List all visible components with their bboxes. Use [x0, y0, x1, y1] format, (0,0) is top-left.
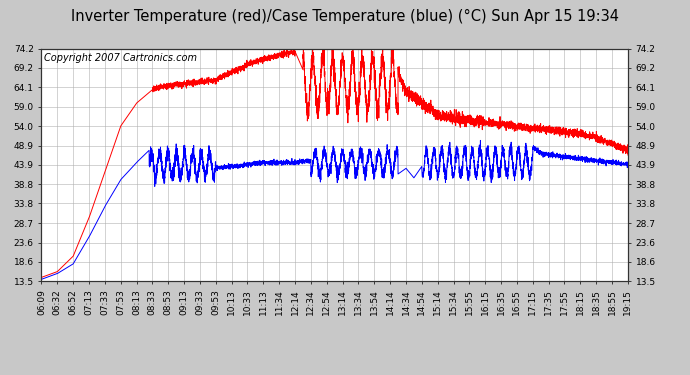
Text: Inverter Temperature (red)/Case Temperature (blue) (°C) Sun Apr 15 19:34: Inverter Temperature (red)/Case Temperat…	[71, 9, 619, 24]
Text: Copyright 2007 Cartronics.com: Copyright 2007 Cartronics.com	[44, 53, 197, 63]
